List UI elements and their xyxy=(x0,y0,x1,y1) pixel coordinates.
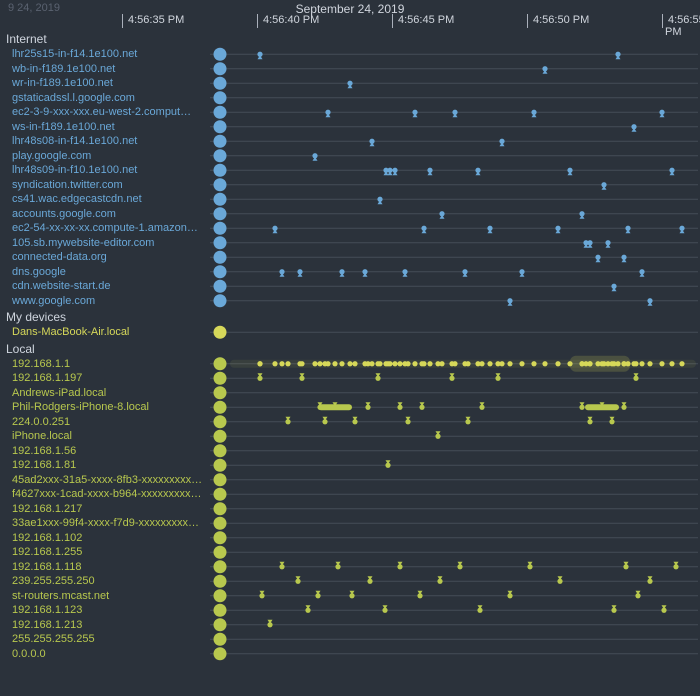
host-row[interactable]: cs41.wac.edgecastcdn.net xyxy=(0,192,210,207)
host-label: 192.168.1.197 xyxy=(12,372,210,384)
host-row[interactable]: ec2-3-9-xxx-xxx.eu-west-2.comput… xyxy=(0,105,210,120)
host-label: 105.sb.mywebsite-editor.com xyxy=(12,237,210,249)
host-label: lhr48s08-in-f14.1e100.net xyxy=(12,135,210,147)
host-row[interactable]: 33ae1xxx-99f4-xxxx-f7d9-xxxxxxxxx… xyxy=(0,516,210,531)
host-row[interactable]: wr-in-f189.1e100.net xyxy=(0,76,210,91)
host-row[interactable]: 192.168.1.1 xyxy=(0,357,210,372)
host-label: f4627xxx-1cad-xxxx-b964-xxxxxxxxx… xyxy=(12,488,210,500)
host-label: 192.168.1.1 xyxy=(12,358,210,370)
time-tick: 4:56:40 PM xyxy=(260,14,319,26)
host-label: www.google.com xyxy=(12,295,210,307)
host-label: 224.0.0.251 xyxy=(12,416,210,428)
host-row[interactable]: Phil-Rodgers-iPhone-8.local xyxy=(0,400,210,415)
top-bar: 9 24, 2019 September 24, 2019 4:56:35 PM… xyxy=(0,0,700,24)
host-label: connected-data.org xyxy=(12,251,210,263)
host-row[interactable]: www.google.com xyxy=(0,294,210,309)
host-label: gstaticadssl.l.google.com xyxy=(12,92,210,104)
host-row[interactable]: 192.168.1.118 xyxy=(0,560,210,575)
host-label: cdn.website-start.de xyxy=(12,280,210,292)
timeline-chart[interactable] xyxy=(210,30,698,694)
host-label: 192.168.1.255 xyxy=(12,546,210,558)
host-row[interactable]: 192.168.1.217 xyxy=(0,502,210,517)
host-row[interactable]: accounts.google.com xyxy=(0,207,210,222)
host-label: 192.168.1.118 xyxy=(12,561,210,573)
date-faded: 9 24, 2019 xyxy=(8,2,60,14)
host-row[interactable]: f4627xxx-1cad-xxxx-b964-xxxxxxxxx… xyxy=(0,487,210,502)
host-label: 192.168.1.217 xyxy=(12,503,210,515)
host-row[interactable]: wb-in-f189.1e100.net xyxy=(0,62,210,77)
host-row[interactable]: play.google.com xyxy=(0,149,210,164)
group-label: My devices xyxy=(0,308,210,325)
host-label: ws-in-f189.1e100.net xyxy=(12,121,210,133)
host-row[interactable]: 45ad2xxx-31a5-xxxx-8fb3-xxxxxxxxx… xyxy=(0,473,210,488)
host-label: wb-in-f189.1e100.net xyxy=(12,63,210,75)
host-label: play.google.com xyxy=(12,150,210,162)
host-row[interactable]: 105.sb.mywebsite-editor.com xyxy=(0,236,210,251)
host-row[interactable]: 239.255.255.250 xyxy=(0,574,210,589)
host-row[interactable]: gstaticadssl.l.google.com xyxy=(0,91,210,106)
host-row[interactable]: 192.168.1.102 xyxy=(0,531,210,546)
host-label: lhr48s09-in-f10.1e100.net xyxy=(12,164,210,176)
host-label: Phil-Rodgers-iPhone-8.local xyxy=(12,401,210,413)
host-row[interactable]: dns.google xyxy=(0,265,210,280)
group-label: Local xyxy=(0,340,210,357)
host-row[interactable]: 192.168.1.197 xyxy=(0,371,210,386)
host-label: 192.168.1.56 xyxy=(12,445,210,457)
host-label: Dans-MacBook-Air.local xyxy=(12,326,210,338)
host-label: wr-in-f189.1e100.net xyxy=(12,77,210,89)
host-row[interactable]: iPhone.local xyxy=(0,429,210,444)
time-tick: 4:56:35 PM xyxy=(125,14,184,26)
host-row[interactable]: st-routers.mcast.net xyxy=(0,589,210,604)
host-row[interactable]: connected-data.org xyxy=(0,250,210,265)
host-label: ec2-54-xx-xx-xx.compute-1.amazon… xyxy=(12,222,210,234)
time-axis: 4:56:35 PM 4:56:40 PM 4:56:45 PM 4:56:50 PM… xyxy=(0,14,700,30)
host-label: 192.168.1.102 xyxy=(12,532,210,544)
host-row[interactable]: lhr48s09-in-f10.1e100.net xyxy=(0,163,210,178)
host-row[interactable]: 192.168.1.213 xyxy=(0,618,210,633)
host-label: 45ad2xxx-31a5-xxxx-8fb3-xxxxxxxxx… xyxy=(12,474,210,486)
host-row[interactable]: syndication.twitter.com xyxy=(0,178,210,193)
host-row[interactable]: 192.168.1.123 xyxy=(0,603,210,618)
host-label: 192.168.1.123 xyxy=(12,604,210,616)
host-row[interactable]: Dans-MacBook-Air.local xyxy=(0,325,210,340)
host-label: iPhone.local xyxy=(12,430,210,442)
group-label: Internet xyxy=(0,30,210,47)
host-label: syndication.twitter.com xyxy=(12,179,210,191)
host-label: 192.168.1.213 xyxy=(12,619,210,631)
host-list: Internetlhr25s15-in-f14.1e100.net wb-in-f… xyxy=(0,30,210,696)
host-label: 0.0.0.0 xyxy=(12,648,210,660)
host-row[interactable]: 224.0.0.251 xyxy=(0,415,210,430)
host-row[interactable]: lhr48s08-in-f14.1e100.net xyxy=(0,134,210,149)
host-label: ec2-3-9-xxx-xxx.eu-west-2.comput… xyxy=(12,106,210,118)
host-label: 192.168.1.81 xyxy=(12,459,210,471)
host-label: 255.255.255.255 xyxy=(12,633,210,645)
time-tick: 4:56:50 PM xyxy=(530,14,589,26)
host-label: st-routers.mcast.net xyxy=(12,590,210,602)
host-label: 239.255.255.250 xyxy=(12,575,210,587)
host-row[interactable]: Andrews-iPad.local xyxy=(0,386,210,401)
host-row[interactable]: 192.168.1.255 xyxy=(0,545,210,560)
host-label: accounts.google.com xyxy=(12,208,210,220)
host-row[interactable]: cdn.website-start.de xyxy=(0,279,210,294)
host-label: Andrews-iPad.local xyxy=(12,387,210,399)
host-row[interactable]: ws-in-f189.1e100.net xyxy=(0,120,210,135)
host-label: cs41.wac.edgecastcdn.net xyxy=(12,193,210,205)
host-row[interactable]: lhr25s15-in-f14.1e100.net xyxy=(0,47,210,62)
host-row[interactable]: 255.255.255.255 xyxy=(0,632,210,647)
host-row[interactable]: 0.0.0.0 xyxy=(0,647,210,662)
host-row[interactable]: 192.168.1.56 xyxy=(0,444,210,459)
host-row[interactable]: 192.168.1.81 xyxy=(0,458,210,473)
time-tick: 4:56:45 PM xyxy=(395,14,454,26)
host-label: dns.google xyxy=(12,266,210,278)
host-label: 33ae1xxx-99f4-xxxx-f7d9-xxxxxxxxx… xyxy=(12,517,210,529)
host-row[interactable]: ec2-54-xx-xx-xx.compute-1.amazon… xyxy=(0,221,210,236)
host-label: lhr25s15-in-f14.1e100.net xyxy=(12,48,210,60)
